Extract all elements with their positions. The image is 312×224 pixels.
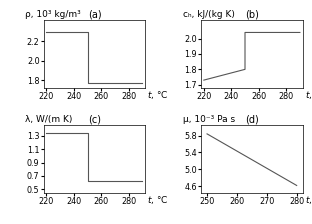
Title: (d): (d) [245, 114, 259, 124]
Text: $t$, °C: $t$, °C [147, 89, 169, 101]
Text: ρ, 10³ kg/m³: ρ, 10³ kg/m³ [25, 11, 81, 19]
Title: (b): (b) [245, 9, 259, 19]
Text: cₕ, kJ/(kg K): cₕ, kJ/(kg K) [183, 11, 235, 19]
Text: $t$, °C: $t$, °C [305, 89, 312, 101]
Title: (a): (a) [88, 9, 101, 19]
Text: μ, 10⁻³ Pa s: μ, 10⁻³ Pa s [183, 115, 235, 124]
Text: λ, W/(m K): λ, W/(m K) [25, 115, 73, 124]
Text: $t$, °C: $t$, °C [305, 194, 312, 206]
Text: $t$, °C: $t$, °C [147, 194, 169, 206]
Title: (c): (c) [88, 114, 101, 124]
